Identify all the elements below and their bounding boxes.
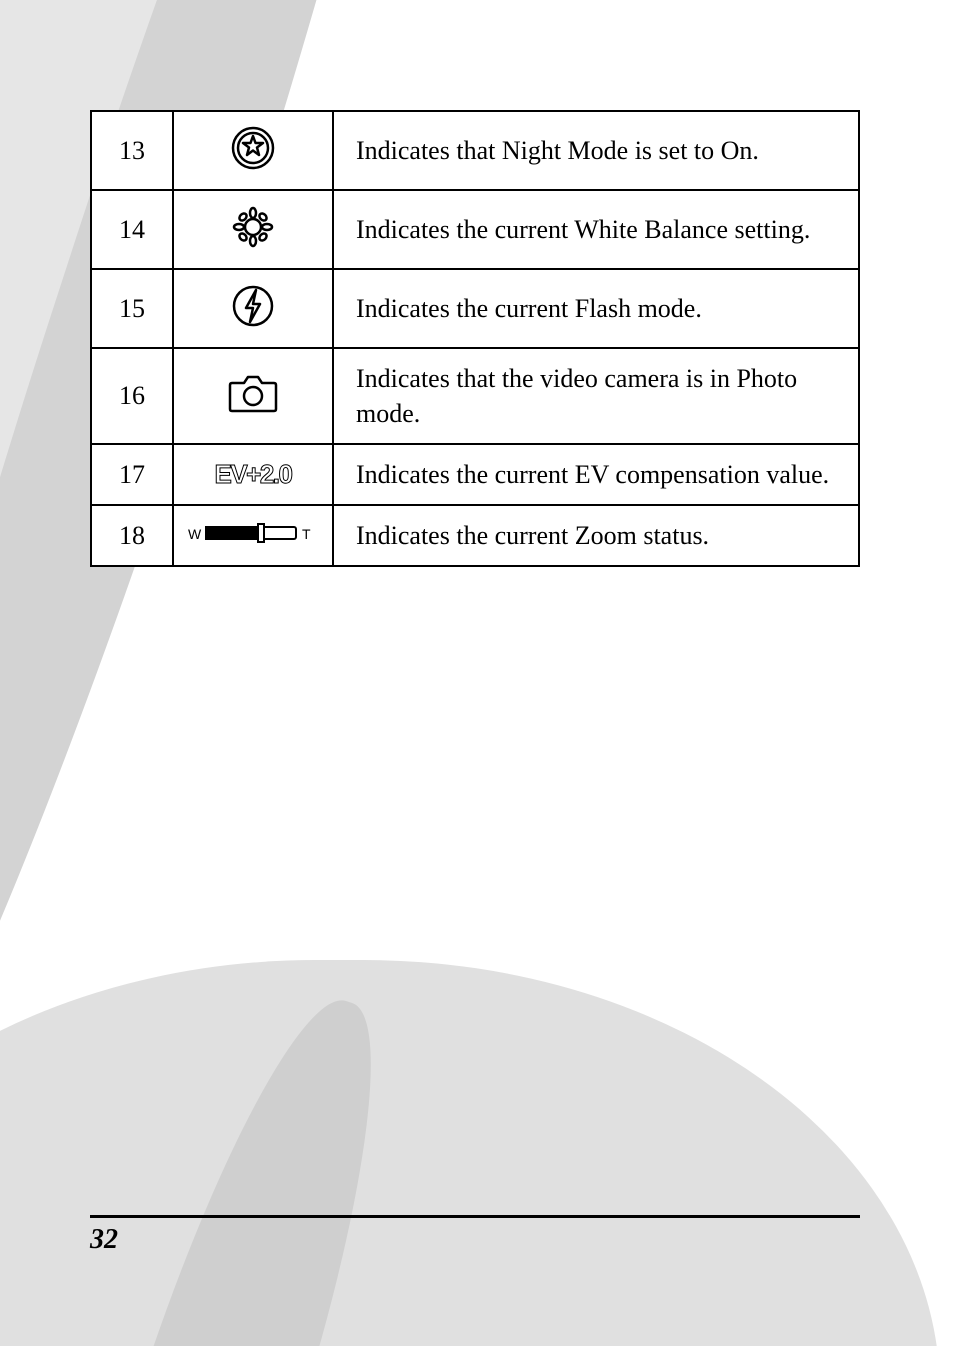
- indicator-table: 13 Indicates that Night Mode is set to O…: [90, 110, 860, 567]
- table-row: 13 Indicates that Night Mode is set to O…: [91, 111, 859, 190]
- row-number: 17: [91, 444, 173, 505]
- row-description: Indicates that the video camera is in Ph…: [333, 348, 859, 444]
- svg-text:W: W: [188, 526, 202, 542]
- row-description: Indicates the current White Balance sett…: [333, 190, 859, 269]
- night-mode-icon: [229, 124, 277, 177]
- table-row: 14 Indicates the current White Balance s…: [91, 190, 859, 269]
- flash-mode-icon: [229, 282, 277, 335]
- table-row: 15 Indicates the current Flash mode.: [91, 269, 859, 348]
- row-description: Indicates the current Zoom status.: [333, 505, 859, 566]
- table-row: 16 Indicates that the video camera is in…: [91, 348, 859, 444]
- row-description: Indicates the current EV compensation va…: [333, 444, 859, 505]
- table-row: 17 EV+2.0 Indicates the current EV compe…: [91, 444, 859, 505]
- row-icon-cell: [173, 269, 333, 348]
- row-icon-cell: EV+2.0: [173, 444, 333, 505]
- row-icon-cell: [173, 190, 333, 269]
- zoom-status-icon: W T: [188, 521, 318, 550]
- row-description: Indicates the current Flash mode.: [333, 269, 859, 348]
- photo-mode-icon: [226, 373, 280, 420]
- row-number: 14: [91, 190, 173, 269]
- row-icon-cell: W T: [173, 505, 333, 566]
- row-number: 13: [91, 111, 173, 190]
- row-number: 18: [91, 505, 173, 566]
- background-arc-light: [0, 960, 940, 1346]
- row-number: 16: [91, 348, 173, 444]
- ev-compensation-icon: EV+2.0: [214, 459, 291, 490]
- footer-rule: [90, 1215, 860, 1218]
- page-number: 32: [90, 1224, 860, 1256]
- table-row: 18 W T Indicates the current Zoom status…: [91, 505, 859, 566]
- row-icon-cell: [173, 111, 333, 190]
- row-description: Indicates that Night Mode is set to On.: [333, 111, 859, 190]
- page-footer: 32: [90, 1215, 860, 1256]
- row-icon-cell: [173, 348, 333, 444]
- svg-text:T: T: [302, 526, 311, 542]
- row-number: 15: [91, 269, 173, 348]
- white-balance-icon: [227, 203, 279, 256]
